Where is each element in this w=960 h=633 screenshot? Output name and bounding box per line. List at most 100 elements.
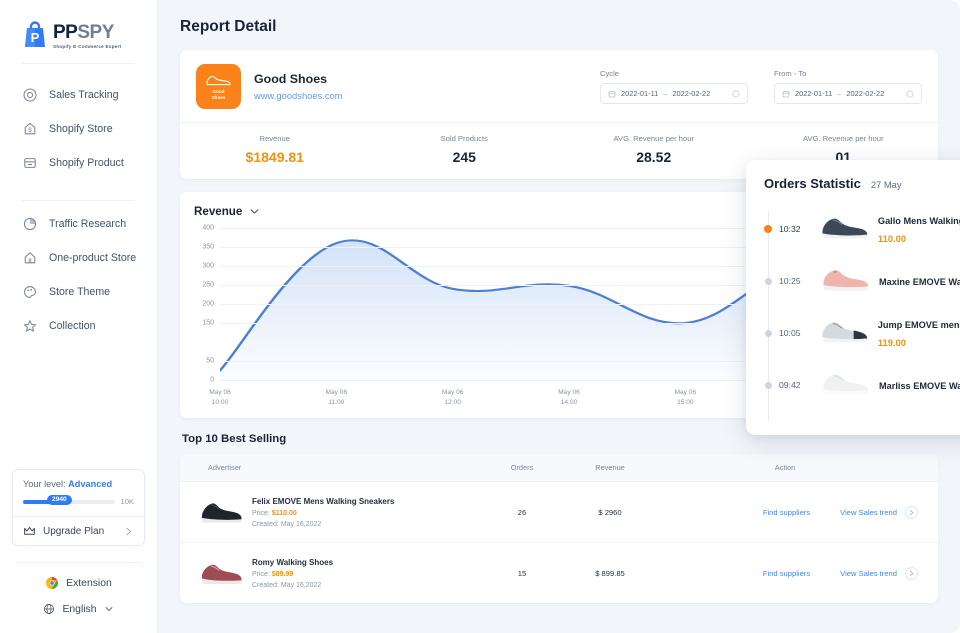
sidebar-item-label: Collection — [49, 320, 96, 332]
view-sales-trend-link[interactable]: View Sales trend — [840, 507, 897, 517]
list-item[interactable]: 10:32 Gallo Mens Walking Sneakers… $ 110… — [764, 203, 960, 255]
sidebar-item-label: Traffic Research — [49, 218, 127, 230]
upgrade-plan-button[interactable]: Upgrade Plan — [13, 516, 144, 545]
product-cell: Felix EMOVE Mens Walking Sneakers Price:… — [180, 495, 480, 529]
nav-group-primary: Sales Tracking $ Shopify Store Sho — [0, 72, 157, 186]
column-header-orders: Orders — [510, 463, 534, 472]
sneaker-grey-icon — [822, 322, 867, 343]
order-thumbnail — [818, 212, 870, 246]
cycle-date-input[interactable]: 2022-01-11 – 2022-02-22 — [600, 83, 748, 104]
sidebar-item-shopify-store[interactable]: $ Shopify Store — [0, 112, 157, 146]
logo-tagline: Shopify E-Commerce Expert — [53, 44, 122, 49]
sidebar-item-label: Shopify Store — [49, 123, 113, 135]
from-to-date-from: 2022-01-11 — [795, 89, 833, 98]
created-value: May 16,2022 — [280, 581, 322, 589]
column-header-action: Action — [774, 463, 796, 472]
product-created-line: Created: May 16,2022 — [252, 582, 333, 589]
product-thumbnail — [198, 495, 244, 529]
from-to-date-to: 2022-02-22 — [846, 89, 885, 98]
x-axis-tick-label: May 06 14:00 — [558, 389, 580, 406]
sidebar-nav: Sales Tracking $ Shopify Store Sho — [0, 64, 157, 349]
cycle-date-to: 2022-02-22 — [672, 89, 711, 98]
level-info: Your level: Advanced 2940 10K — [13, 470, 144, 516]
price-label: Price: — [252, 509, 270, 517]
list-item[interactable]: 10:05 Jump EMOVE mens walking s… $ 119.0… — [764, 307, 960, 359]
sidebar-item-label: Sales Tracking — [49, 89, 119, 101]
nav-group-secondary: Traffic Research One-product Store — [0, 201, 157, 349]
progress-max-label: 10K — [120, 497, 134, 506]
chevron-right-icon — [126, 527, 132, 535]
extension-link[interactable]: Extension — [0, 563, 157, 590]
cell-revenue: $ 899.85 — [595, 568, 625, 578]
from-to-date-input[interactable]: 2022-01-11 – 2022-02-22 — [774, 83, 922, 104]
gridline — [220, 285, 918, 286]
stat-label: AVG. Revenue per hour — [803, 134, 884, 143]
cycle-date-from: 2022-01-11 — [621, 89, 659, 98]
store-url-link[interactable]: www.goodshoes.com — [254, 90, 343, 101]
gridline — [220, 247, 918, 248]
list-item[interactable]: 09:42 Marliss EMOVE Walking $ 99.00 — [764, 359, 960, 411]
row-expand-button[interactable] — [905, 566, 918, 580]
svg-text:P: P — [31, 30, 40, 45]
revenue-chart-header[interactable]: Revenue — [194, 205, 924, 218]
y-axis-tick-label: 150 — [202, 319, 214, 327]
gridline — [220, 323, 918, 324]
table-row[interactable]: Romy Walking Shoes Price: $89.99 Created… — [180, 543, 938, 603]
order-time: 10:05 — [779, 328, 801, 338]
orders-list: 10:32 Gallo Mens Walking Sneakers… $ 110… — [746, 203, 960, 421]
language-selector[interactable]: English — [0, 590, 157, 633]
x-axis-tick-label: May 06 12:00 — [441, 389, 464, 406]
sneaker-navy-icon — [822, 218, 868, 239]
chevron-down-icon[interactable] — [249, 206, 260, 217]
table-row[interactable]: Felix EMOVE Mens Walking Sneakers Price:… — [180, 482, 938, 543]
stats-row: Revenue $1849.81 Sold Products 245 AVG. … — [180, 122, 938, 179]
store-identity: Good Shoes www.goodshoes.com — [254, 72, 343, 101]
top10-table: Advertiser Orders Revenue Action Fel — [180, 454, 938, 603]
find-suppliers-link[interactable]: Find suppliers — [762, 568, 811, 578]
extension-label: Extension — [66, 577, 112, 589]
chevron-right-icon — [910, 570, 914, 576]
sneaker-red-icon — [201, 564, 242, 585]
clear-icon[interactable] — [732, 89, 740, 98]
stat-value: 28.52 — [636, 149, 672, 165]
sidebar-item-traffic-research[interactable]: Traffic Research — [0, 207, 157, 241]
cycle-date-separator: – — [663, 89, 668, 98]
language-label: English — [62, 603, 97, 615]
report-header-row: Good Shoes Good Shoes www.goodshoes.com … — [180, 50, 938, 122]
clear-icon[interactable] — [906, 89, 914, 98]
timeline-dot — [765, 381, 772, 389]
row-expand-button[interactable] — [905, 505, 918, 519]
sneaker-white-icon — [823, 374, 869, 395]
sidebar-item-sales-tracking[interactable]: Sales Tracking — [0, 78, 157, 112]
order-price: $ 110.00 — [877, 233, 907, 244]
main-content: Report Detail Good Shoes Good Shoes www.… — [158, 0, 960, 633]
find-suppliers-link[interactable]: Find suppliers — [762, 507, 811, 517]
sidebar-item-collection[interactable]: Collection — [0, 309, 157, 343]
calendar-icon — [782, 90, 790, 97]
sidebar-item-store-theme[interactable]: Store Theme — [0, 275, 157, 309]
table-header-row: Advertiser Orders Revenue Action — [180, 454, 938, 482]
report-summary-card: Good Shoes Good Shoes www.goodshoes.com … — [180, 50, 938, 179]
timeline-line — [768, 211, 769, 421]
product-name: Romy Walking Shoes — [252, 557, 334, 567]
sneaker-pink-icon — [823, 270, 869, 291]
order-price: $ 119.00 — [877, 337, 906, 348]
sidebar-item-label: Store Theme — [49, 286, 111, 298]
chevron-down-icon — [105, 607, 112, 611]
product-price-line: Price: $89.99 — [252, 571, 333, 578]
upgrade-plan-label: Upgrade Plan — [43, 525, 105, 537]
stat-label: Revenue — [259, 134, 290, 143]
store-logo-caption-line1: Good — [212, 88, 225, 94]
store-name: Good Shoes — [254, 72, 327, 86]
x-axis-tick-label: May 06 11:00 — [325, 389, 348, 406]
sidebar-item-one-product-store[interactable]: One-product Store — [0, 241, 157, 275]
view-sales-trend-link[interactable]: View Sales trend — [840, 568, 897, 578]
list-item[interactable]: 10:25 Maxine EMOVE Walking $ 89.99 — [764, 255, 960, 307]
store-logo-tile: Good Shoes — [196, 64, 241, 109]
product-thumbnail — [198, 556, 244, 590]
order-thumbnail — [818, 316, 870, 350]
sidebar-item-shopify-product[interactable]: Shopify Product — [0, 146, 157, 180]
app-logo[interactable]: P PPSPY Shopify E-Commerce Expert — [0, 0, 157, 49]
from-to-date-separator: – — [837, 89, 842, 98]
top10-title: Top 10 Best Selling — [182, 433, 287, 445]
